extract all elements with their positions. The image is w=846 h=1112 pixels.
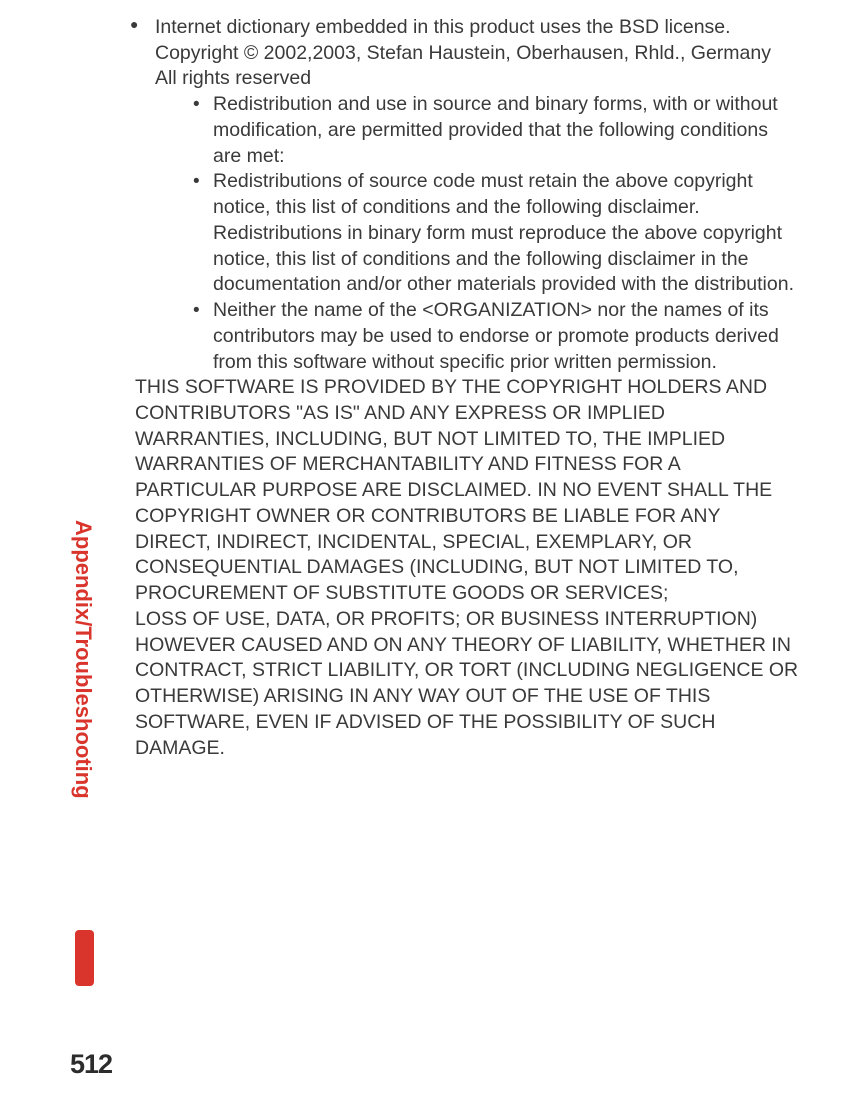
condition-item: Redistributions of source code must reta… [193,169,801,298]
section-label: Appendix/Troubleshooting [70,520,96,799]
disclaimer-text: THIS SOFTWARE IS PROVIDED BY THE COPYRIG… [135,375,801,761]
section-tab: Appendix/Troubleshooting [70,520,98,940]
condition-item: Neither the name of the <ORGANIZATION> n… [193,298,801,375]
condition-item: Redistribution and use in source and bin… [193,92,801,169]
intro-line-3: All rights reserved [155,66,801,92]
conditions-list: Redistribution and use in source and bin… [155,92,801,375]
section-bar-accent [75,930,94,986]
page-number: 512 [70,1049,112,1080]
license-bullet: Internet dictionary embedded in this pro… [135,15,801,375]
intro-line-1: Internet dictionary embedded in this pro… [155,15,801,41]
intro-line-2: Copyright © 2002,2003, Stefan Haustein, … [155,41,801,67]
page-content: Internet dictionary embedded in this pro… [0,0,846,761]
